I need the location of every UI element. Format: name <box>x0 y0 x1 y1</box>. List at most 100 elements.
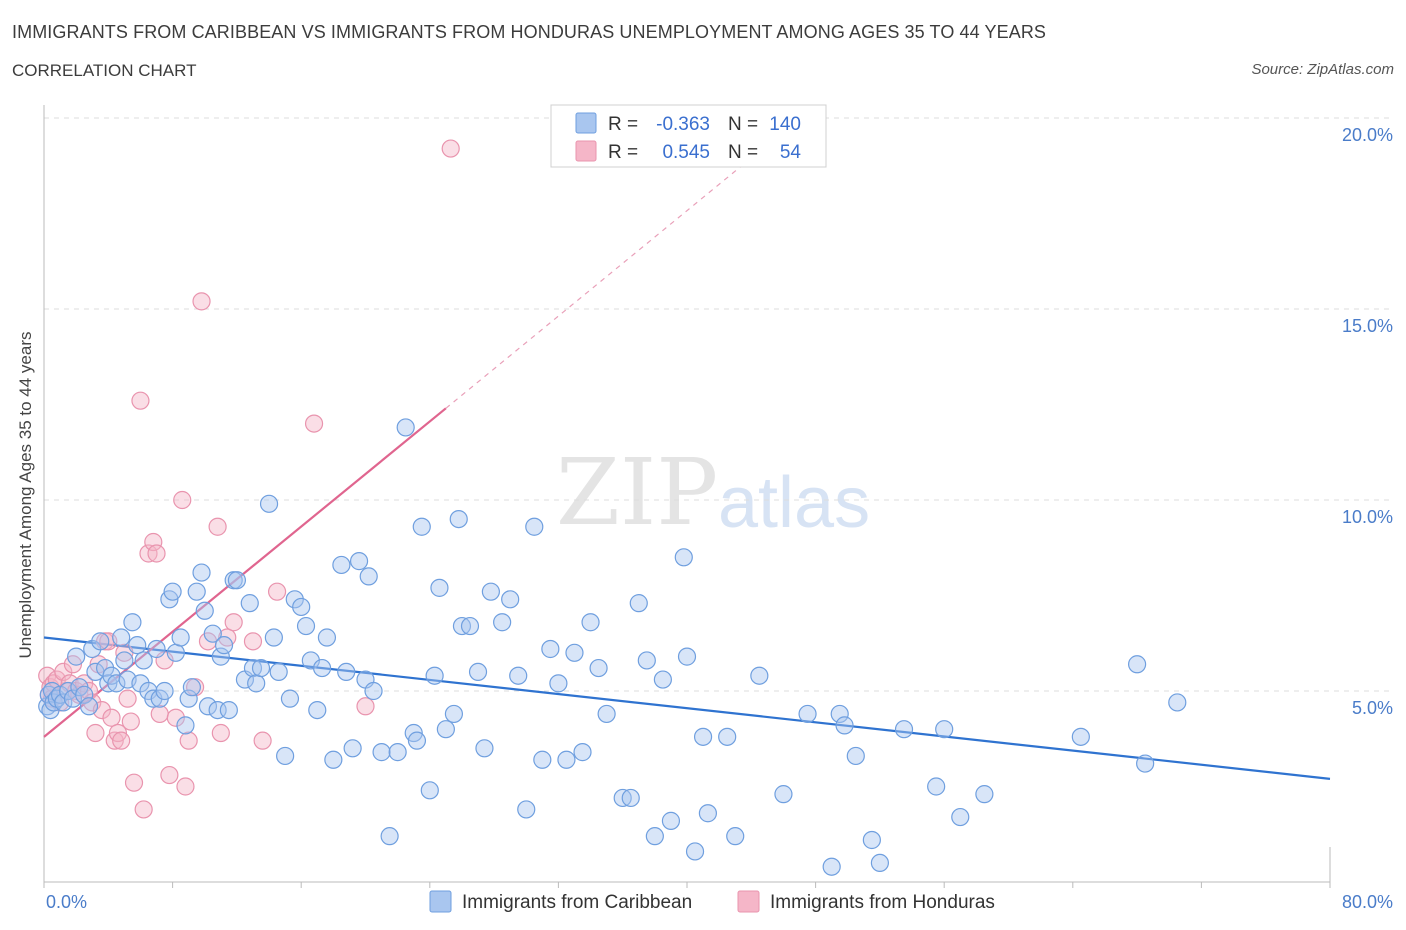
caribbean-point-109 <box>621 788 640 808</box>
series-legend: Immigrants from Caribbean Immigrants fro… <box>429 890 995 913</box>
legend-n-label-caribbean: N = <box>728 114 758 135</box>
caribbean-point-71 <box>343 739 362 758</box>
honduras-point-16 <box>86 723 105 743</box>
x-tick-label-1: 80.0% <box>1342 892 1393 912</box>
legend-r-value-honduras: 0.545 <box>662 142 710 163</box>
caribbean-point-50 <box>227 571 246 590</box>
caribbean-point-38 <box>179 689 198 708</box>
caribbean-point-39 <box>182 678 201 697</box>
caribbean-point-118 <box>693 727 713 746</box>
caribbean-point-125 <box>822 857 841 876</box>
caribbean-point-65 <box>308 700 327 720</box>
caribbean-point-32 <box>155 681 174 701</box>
caribbean-point-102 <box>557 750 576 769</box>
caribbean-point-78 <box>388 743 407 762</box>
caribbean-point-111 <box>637 651 656 670</box>
honduras-point-21 <box>102 708 121 727</box>
caribbean-point-101 <box>549 674 568 693</box>
honduras-point-53 <box>441 139 460 158</box>
caribbean-point-58 <box>269 662 288 682</box>
caribbean-point-79 <box>396 418 415 437</box>
caribbean-point-88 <box>449 509 468 529</box>
caribbean-point-135 <box>975 785 994 804</box>
caribbean-point-66 <box>312 658 332 678</box>
caribbean-point-121 <box>726 827 745 846</box>
honduras-point-32 <box>144 532 163 552</box>
honduras-point-39 <box>176 777 195 796</box>
caribbean-point-56 <box>259 494 279 513</box>
caribbean-point-98 <box>525 517 544 536</box>
caribbean-point-130 <box>870 853 890 873</box>
caribbean-point-85 <box>430 578 449 597</box>
honduras-point-42 <box>192 292 211 311</box>
caribbean-point-126 <box>830 704 849 724</box>
caribbean-point-30 <box>147 639 166 659</box>
chart-title: IMMIGRANTS FROM CARIBBEAN VS IMMIGRANTS … <box>12 22 1047 42</box>
caribbean-point-10 <box>67 647 86 666</box>
source-credit: Source: ZipAtlas.com <box>1251 61 1394 78</box>
caribbean-point-106 <box>589 658 608 678</box>
x-tick-label-0: 0.0% <box>46 892 87 912</box>
honduras-point-26 <box>118 689 137 708</box>
honduras-point-38 <box>173 490 192 510</box>
caribbean-point-60 <box>280 689 300 708</box>
trend-line-honduras <box>43 407 447 738</box>
bottom-legend-label-honduras: Immigrants from Honduras <box>770 892 995 913</box>
honduras-point-34 <box>150 704 169 724</box>
caribbean-point-25 <box>128 636 147 655</box>
bottom-legend-swatch-caribbean <box>429 890 452 913</box>
caribbean-point-81 <box>407 731 427 750</box>
caribbean-point-124 <box>798 704 817 724</box>
caribbean-point-132 <box>927 777 946 796</box>
caribbean-point-52 <box>240 594 259 613</box>
caribbean-points <box>38 418 1187 876</box>
caribbean-point-17 <box>95 658 115 678</box>
caribbean-point-100 <box>541 639 560 659</box>
caribbean-point-117 <box>685 842 705 861</box>
caribbean-point-48 <box>219 700 238 720</box>
y-tick-label-0: 5.0% <box>1352 698 1393 718</box>
caribbean-point-24 <box>123 613 142 632</box>
bottom-legend-label-caribbean: Immigrants from Caribbean <box>462 892 692 913</box>
caribbean-point-114 <box>661 811 681 830</box>
caribbean-point-103 <box>565 643 584 662</box>
honduras-point-33 <box>147 544 166 563</box>
honduras-point-52 <box>356 697 375 716</box>
y-tick-label-2: 15.0% <box>1342 316 1393 336</box>
caribbean-point-115 <box>674 548 693 567</box>
legend-r-label-caribbean: R = <box>608 114 638 135</box>
caribbean-point-7 <box>54 693 73 712</box>
caribbean-point-87 <box>444 704 464 724</box>
caribbean-point-95 <box>501 590 520 609</box>
caribbean-point-47 <box>214 636 234 655</box>
caribbean-point-128 <box>846 746 865 766</box>
honduras-points <box>38 139 460 819</box>
bottom-legend-swatch-honduras <box>737 890 760 913</box>
caribbean-point-9 <box>63 689 83 708</box>
axis-ticks: 0.0% 80.0% 5.0% 10.0% 15.0% 20.0% <box>43 125 1393 912</box>
caribbean-point-22 <box>115 651 134 670</box>
caribbean-point-110 <box>629 594 648 613</box>
caribbean-point-77 <box>380 827 399 846</box>
honduras-point-24 <box>112 731 131 750</box>
caribbean-point-37 <box>176 716 195 735</box>
caribbean-point-96 <box>509 666 528 685</box>
legend-swatch-caribbean <box>575 112 597 134</box>
correlation-legend: R = -0.363 N = 140 R = 0.545 N = 54 <box>550 104 827 168</box>
caribbean-point-84 <box>425 666 444 685</box>
caribbean-point-13 <box>79 697 99 716</box>
caribbean-point-86 <box>436 720 455 739</box>
caribbean-point-119 <box>698 804 717 823</box>
caribbean-point-99 <box>533 750 552 769</box>
caribbean-point-133 <box>935 720 954 739</box>
caribbean-point-139 <box>1168 693 1187 712</box>
honduras-point-45 <box>211 723 230 743</box>
caribbean-point-55 <box>251 658 271 678</box>
caribbean-point-34 <box>163 582 182 601</box>
y-axis-label: Unemployment Among Ages 35 to 44 years <box>16 332 35 659</box>
caribbean-point-107 <box>597 704 616 724</box>
caribbean-point-62 <box>292 597 311 617</box>
caribbean-point-136 <box>1071 727 1090 746</box>
caribbean-point-113 <box>653 670 672 689</box>
caribbean-point-63 <box>296 616 316 636</box>
